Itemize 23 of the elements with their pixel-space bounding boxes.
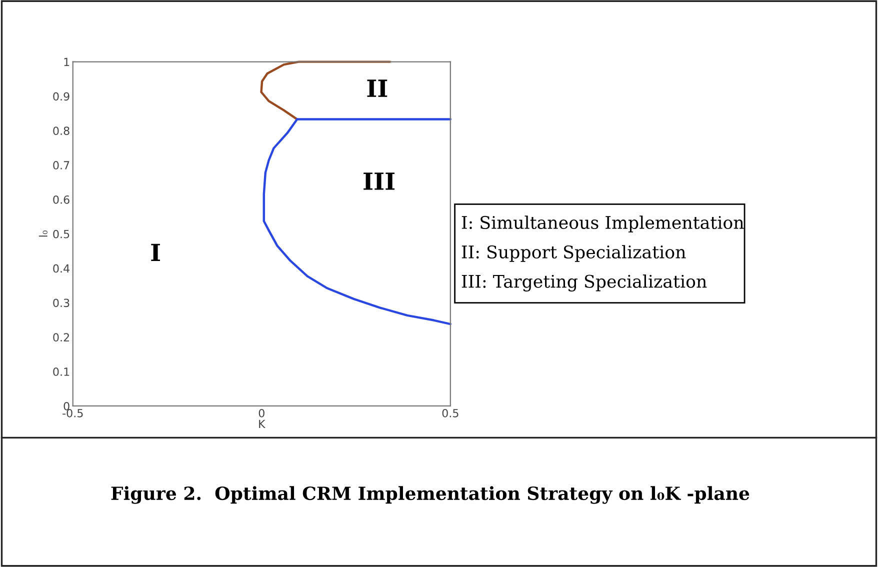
text: III: Targeting Specialization (462, 274, 707, 292)
x-tick-label: -0.5 (62, 408, 83, 418)
y-tick-label: 0.7 (53, 161, 70, 170)
x-axis-title: K (259, 420, 266, 428)
y-tick-label: 1 (64, 58, 70, 66)
y-tick-label: 0.8 (53, 126, 70, 136)
annotation: III (364, 172, 395, 190)
y-tick-label: 0.4 (53, 264, 70, 273)
y-tick-label: 0.5 (53, 230, 70, 238)
annotation: II (367, 80, 388, 97)
y-axis-title: l₀ (38, 230, 48, 237)
caption: Figure 2. Optimal CRM Implementation Strategy on l₀K -plane (111, 486, 750, 504)
text: II: Support Specialization (462, 245, 686, 262)
y-tick-label: 0.1 (53, 368, 70, 376)
annotation: I (151, 244, 160, 262)
y-tick-label: 0.3 (53, 298, 70, 308)
x-tick-label: 0.5 (442, 408, 458, 418)
x-tick-label: 0 (258, 408, 264, 418)
text: I: Simultaneous Implementation (462, 216, 744, 232)
y-tick-label: 0.2 (53, 333, 69, 342)
y-tick-label: 0.9 (53, 92, 70, 101)
y-tick-label: 0 (64, 402, 70, 410)
y-tick-label: 0.6 (53, 195, 70, 204)
